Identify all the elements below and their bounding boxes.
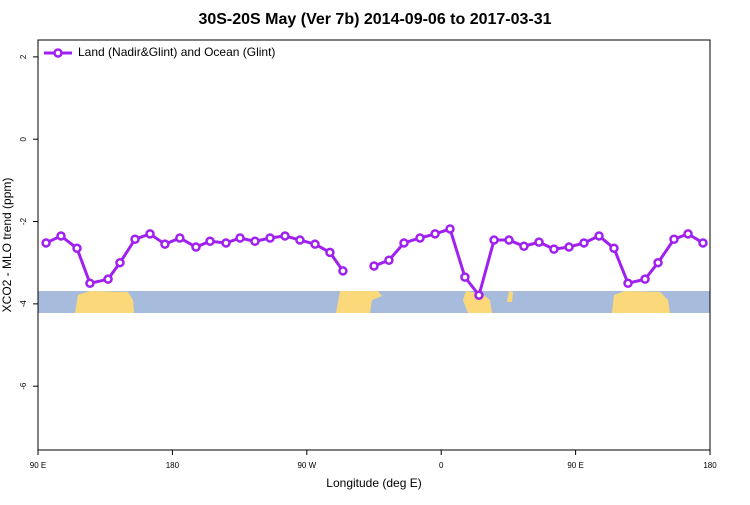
y-tick-label: -6 (19, 382, 28, 390)
land-patch (75, 291, 134, 313)
data-point (653, 257, 663, 268)
x-tick-label: 90 W (297, 461, 316, 470)
data-point (415, 233, 425, 243)
x-tick-label: 180 (166, 461, 180, 470)
data-point (579, 238, 589, 248)
data-point (265, 233, 275, 243)
land-patch (463, 291, 492, 313)
data-point (191, 242, 201, 252)
data-point (399, 238, 409, 248)
data-point (115, 257, 125, 268)
data-point (534, 237, 544, 247)
data-point (325, 247, 335, 258)
y-tick-label: 2 (19, 54, 28, 59)
data-point (460, 272, 470, 282)
data-point (609, 243, 619, 254)
data-point (369, 261, 379, 271)
map-strip (38, 291, 710, 313)
data-point (564, 242, 574, 252)
data-point (175, 233, 185, 243)
data-point (669, 234, 679, 244)
data-point (504, 235, 514, 245)
y-tick-label: -4 (19, 300, 28, 308)
data-point (338, 266, 348, 276)
land-patch (336, 291, 382, 313)
data-point (430, 229, 440, 239)
data-point (160, 239, 170, 249)
data-point (623, 278, 633, 289)
chart-title: 30S-20S May (Ver 7b) 2014-09-06 to 2017-… (198, 11, 551, 28)
x-tick-label: 90 E (567, 461, 583, 470)
data-point (445, 224, 455, 234)
data-point (295, 235, 305, 245)
legend-label: Land (Nadir&Glint) and Ocean (Glint) (78, 45, 275, 59)
x-axis-label: Longitude (deg E) (326, 476, 421, 490)
land-patch (507, 291, 513, 302)
data-point (683, 229, 693, 239)
data-point (474, 290, 484, 300)
data-point (72, 243, 82, 254)
land-patch (612, 291, 670, 313)
data-point (640, 274, 650, 284)
data-point (280, 231, 290, 241)
plot-frame (37, 39, 711, 451)
data-point (698, 238, 708, 248)
data-point (235, 233, 245, 243)
x-tick-label: 0 (439, 461, 444, 470)
data-point (310, 239, 320, 249)
y-tick-label: 0 (19, 136, 28, 141)
data-point (250, 236, 260, 247)
y-axis-label: XCO2 - MLO trend (ppm) (0, 178, 14, 313)
data-point (489, 235, 499, 245)
data-point (56, 231, 66, 241)
data-point (205, 236, 215, 247)
data-point (145, 229, 155, 239)
data-point (41, 238, 51, 248)
data-point (519, 241, 529, 251)
y-tick-label: -2 (19, 217, 28, 225)
data-point (594, 231, 604, 241)
legend-marker (53, 48, 63, 58)
data-point (103, 274, 113, 284)
x-tick-label: 90 E (30, 461, 46, 470)
x-tick-label: 180 (703, 461, 717, 470)
data-point (384, 255, 394, 265)
data-point (130, 234, 140, 244)
ocean-band (38, 291, 710, 313)
data-point (221, 238, 231, 248)
data-point (549, 244, 559, 254)
data-point (85, 278, 95, 289)
